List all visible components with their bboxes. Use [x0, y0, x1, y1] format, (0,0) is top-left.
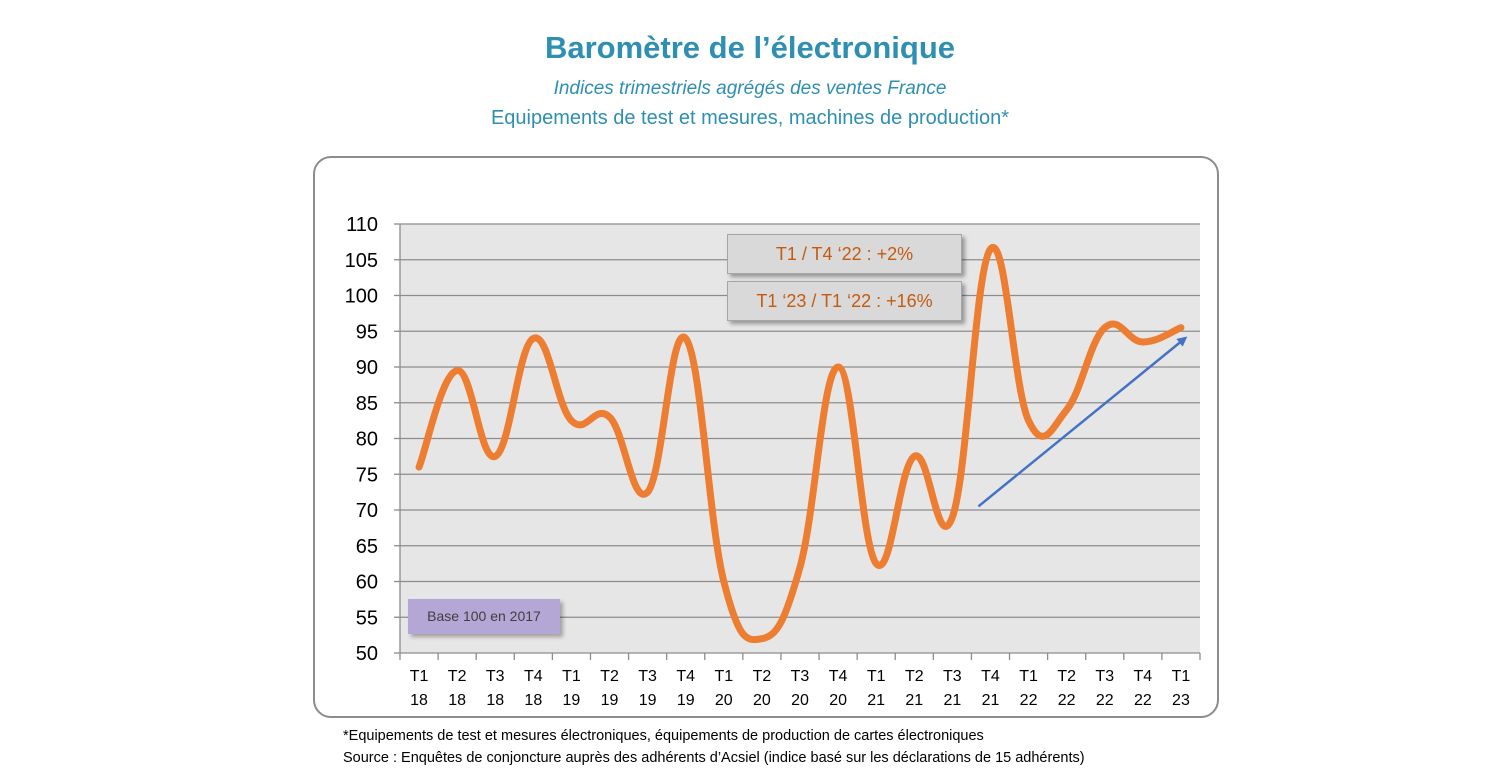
x-tick-label-year: 20	[753, 692, 771, 709]
x-tick-label-quarter: T3	[791, 668, 810, 685]
data-point	[875, 563, 877, 565]
source-note: Source : Enquêtes de conjoncture auprès …	[343, 750, 1085, 766]
x-tick-label-year: 19	[639, 692, 657, 709]
x-tick-label-year: 18	[410, 692, 428, 709]
x-tick-label-quarter: T2	[448, 668, 467, 685]
x-axis-ticks: T1 18 T2 18 T3 18 T4 18 T1 19 T2 19 T3 19 T4 19 T1 20 T2 20…	[399, 653, 1201, 709]
x-tick-label-year: 22	[1134, 692, 1152, 709]
annotation-base: Base 100 en 2017	[408, 599, 560, 634]
x-tick-label-year: 18	[524, 692, 542, 709]
y-tick-label: 70	[356, 500, 378, 522]
y-tick-label: 90	[356, 357, 378, 379]
y-tick-label: 55	[356, 607, 378, 629]
x-tick-label-quarter: T3	[638, 668, 657, 685]
data-point	[913, 455, 915, 457]
series-line	[415, 243, 1185, 644]
data-point	[951, 516, 953, 518]
y-tick-label: 100	[345, 286, 378, 308]
x-tick-label-year: 20	[715, 692, 733, 709]
data-point	[494, 455, 496, 457]
data-point	[1066, 409, 1068, 411]
x-tick-label-year: 18	[448, 692, 466, 709]
data-point	[989, 248, 991, 250]
x-tick-label-quarter: T3	[943, 668, 962, 685]
data-point	[456, 370, 458, 372]
x-tick-label-quarter: T4	[524, 668, 543, 685]
data-point	[532, 337, 534, 339]
y-tick-label: 60	[356, 572, 378, 594]
data-point	[647, 491, 649, 493]
y-axis-ticks: 50 55 60 65 70 75 80 85 90 95 100 105 110	[345, 214, 400, 665]
x-tick-label-year: 19	[601, 692, 619, 709]
x-tick-label-year: 18	[486, 692, 504, 709]
x-tick-label-quarter: T3	[1095, 668, 1114, 685]
x-tick-label-year: 19	[563, 692, 581, 709]
gridlines	[399, 223, 1200, 654]
data-points	[418, 248, 1182, 640]
x-tick-label-quarter: T3	[486, 668, 505, 685]
x-tick-label-quarter: T4	[829, 668, 848, 685]
x-tick-label-year: 22	[1020, 692, 1038, 709]
x-tick-label-quarter: T1	[562, 668, 581, 685]
y-tick-label: 65	[356, 536, 378, 558]
x-tick-label-quarter: T2	[905, 668, 924, 685]
chart-subtitle-category: Equipements de test et mesures, machines…	[490, 107, 1010, 129]
data-point	[799, 566, 801, 568]
y-tick-label: 50	[356, 643, 378, 665]
data-point	[1142, 341, 1144, 343]
y-tick-label: 75	[356, 464, 378, 486]
x-tick-label-year: 20	[829, 692, 847, 709]
x-tick-label-quarter: T1	[410, 668, 429, 685]
y-tick-label: 95	[356, 321, 378, 343]
trend-arrow	[977, 336, 1188, 508]
annotation-year-change: T1 ‘23 / T1 ‘22 : +16%	[727, 281, 962, 321]
data-point	[723, 581, 725, 582]
y-tick-label: 110	[346, 214, 378, 236]
data-point	[1028, 420, 1030, 422]
x-tick-label-year: 19	[677, 692, 695, 709]
data-point	[609, 416, 611, 418]
x-tick-label-quarter: T4	[1134, 668, 1153, 685]
y-tick-label: 80	[356, 429, 378, 451]
x-tick-label-quarter: T1	[714, 668, 733, 685]
x-tick-label-quarter: T1	[1172, 668, 1191, 685]
y-tick-label: 105	[345, 250, 378, 272]
data-point	[1180, 327, 1182, 329]
x-tick-label-year: 21	[867, 692, 885, 709]
x-tick-label-year: 22	[1058, 692, 1076, 709]
x-tick-label-year: 21	[943, 692, 961, 709]
x-tick-label-quarter: T2	[1057, 668, 1076, 685]
x-tick-label-year: 22	[1096, 692, 1114, 709]
data-point	[685, 337, 687, 339]
x-tick-label-quarter: T4	[676, 668, 695, 685]
x-tick-label-year: 21	[905, 692, 923, 709]
annotation-quarter-change: T1 / T4 ‘22 : +2%	[727, 234, 962, 274]
data-point	[761, 638, 763, 640]
x-tick-label-quarter: T4	[981, 668, 1000, 685]
data-point	[837, 366, 839, 368]
chart-title: Baromètre de l’électronique	[544, 30, 955, 65]
x-tick-label-quarter: T1	[867, 668, 886, 685]
data-point	[1104, 327, 1106, 329]
data-point	[418, 466, 420, 468]
x-tick-label-year: 23	[1172, 692, 1190, 709]
y-tick-label: 85	[356, 393, 378, 415]
x-tick-label-quarter: T1	[1019, 668, 1038, 685]
chart-subtitle: Indices trimestriels agrégés des ventes …	[553, 78, 947, 99]
x-tick-label-year: 20	[791, 692, 809, 709]
footnote: *Equipements de test et mesures électron…	[343, 728, 984, 744]
x-tick-label-quarter: T2	[753, 668, 772, 685]
x-tick-label-quarter: T2	[600, 668, 619, 685]
x-tick-label-year: 21	[982, 692, 1000, 709]
data-point	[570, 420, 572, 422]
